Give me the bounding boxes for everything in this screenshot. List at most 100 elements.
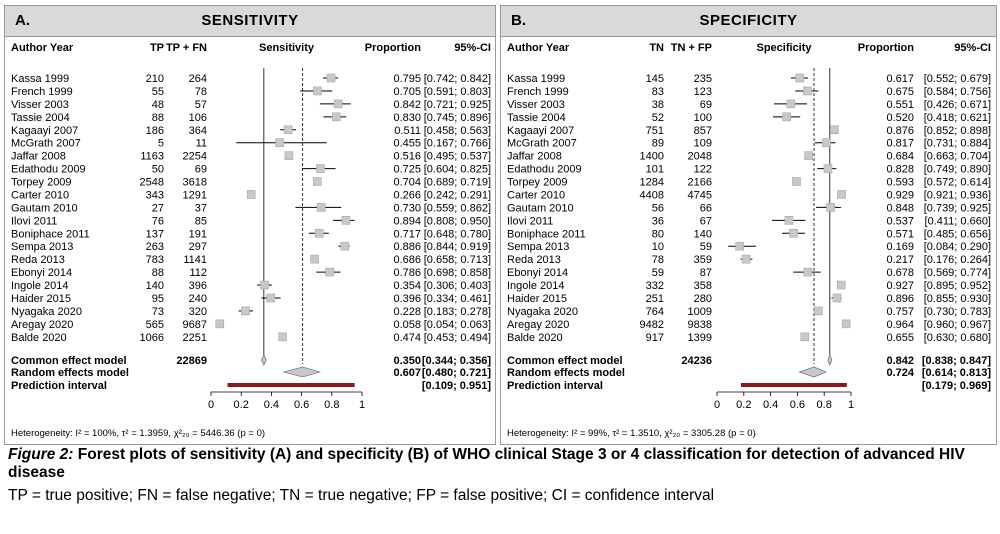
study-proportion: 0.455 (393, 138, 421, 150)
study-positives: 343 (146, 189, 164, 201)
x-axis-tick-label: 1 (359, 399, 365, 411)
panel-title: SENSITIVITY (201, 12, 299, 29)
study-positives: 137 (146, 228, 164, 240)
study-total: 297 (189, 241, 207, 253)
study-total: 320 (189, 306, 207, 318)
study-proportion: 0.511 (394, 125, 421, 137)
study-proportion: 0.551 (886, 99, 914, 111)
study-positives: 210 (146, 73, 164, 85)
common-effect-diamond (261, 354, 267, 366)
study-ci: [0.084; 0.290] (924, 241, 991, 253)
common-effect-ci: [0.838; 0.847] (922, 355, 991, 367)
study-proportion: 0.896 (886, 293, 914, 305)
study-total: 37 (195, 202, 207, 214)
study-proportion: 0.169 (886, 241, 914, 253)
study-estimate-square (823, 164, 833, 173)
study-proportion: 0.516 (393, 151, 421, 163)
study-author: Tassie 2004 (507, 112, 566, 124)
study-positives: 764 (646, 306, 664, 318)
panel-title-bar: B. SPECIFICITY (501, 6, 996, 37)
study-proportion: 0.848 (886, 202, 914, 214)
study-estimate-square (830, 125, 839, 135)
study-author: Torpey 2009 (11, 177, 72, 189)
study-positives: 78 (652, 254, 664, 266)
study-positives: 38 (652, 99, 664, 111)
study-positives: 48 (152, 99, 164, 111)
study-total: 3618 (183, 177, 207, 189)
study-total: 191 (189, 228, 207, 240)
study-ci: [0.855; 0.930] (924, 293, 991, 305)
study-ci: [0.663; 0.704] (924, 151, 991, 163)
study-author: Edathodu 2009 (507, 164, 582, 176)
study-ci: [0.591; 0.803] (424, 86, 491, 98)
study-positives: 83 (652, 86, 664, 98)
study-ci: [0.054; 0.063] (424, 319, 491, 331)
study-author: Kagaayi 2007 (507, 125, 574, 137)
study-author: Boniphace 2011 (507, 228, 586, 240)
study-estimate-square (333, 99, 343, 109)
study-ci: [0.731; 0.884] (924, 138, 991, 150)
study-positives: 95 (152, 293, 164, 305)
heterogeneity-statistics: Heterogeneity: I² = 100%, τ² = 1.3959, χ… (11, 428, 265, 439)
study-estimate-square (341, 216, 351, 225)
column-header-author: Author Year (507, 42, 570, 54)
study-author: Aregay 2020 (507, 319, 569, 331)
study-estimate-square (325, 267, 334, 277)
x-axis-tick-label: 0.2 (234, 399, 249, 411)
study-total: 11 (196, 138, 207, 150)
study-author: Torpey 2009 (507, 177, 568, 189)
study-proportion: 0.520 (886, 112, 914, 124)
study-proportion: 0.757 (886, 306, 914, 318)
study-proportion: 0.571 (886, 228, 914, 240)
prediction-interval-ci: [0.179; 0.969] (922, 380, 991, 392)
study-proportion: 0.593 (886, 177, 914, 189)
x-axis-tick-label: 0.2 (736, 399, 751, 411)
study-ci: [0.749; 0.890] (924, 164, 991, 176)
study-ci: [0.495; 0.537] (424, 151, 491, 163)
random-effects-label: Random effects model (507, 367, 625, 379)
forest-panel-sensitivity: A. SENSITIVITY Author Year TP TP + FN Sensi… (4, 5, 496, 445)
study-ci: [0.552; 0.679] (924, 73, 991, 85)
prediction-interval-bar (227, 383, 355, 387)
study-positives: 145 (646, 73, 664, 85)
study-author: Jaffar 2008 (507, 151, 562, 163)
study-proportion: 0.717 (393, 228, 421, 240)
study-positives: 9482 (640, 319, 664, 331)
study-author: Gautam 2010 (11, 202, 78, 214)
random-effects-diamond (798, 366, 827, 378)
column-header-proportion: Proportion (858, 42, 914, 54)
study-positives: 88 (152, 112, 164, 124)
study-estimate-square (316, 203, 326, 212)
common-effect-proportion: 0.350 (393, 355, 421, 367)
study-estimate-square (792, 177, 801, 186)
study-author: Balde 2020 (507, 332, 563, 344)
study-positives: 59 (652, 267, 664, 279)
study-author: Ebonyi 2014 (507, 267, 568, 279)
study-author: Ingole 2014 (11, 280, 69, 292)
study-total: 396 (189, 280, 207, 292)
study-positives: 186 (146, 125, 164, 137)
study-total: 2048 (688, 151, 712, 163)
column-header-positives: TN (649, 42, 664, 54)
study-estimate-square (246, 190, 256, 199)
study-proportion: 0.876 (886, 125, 914, 137)
panel-letter: B. (511, 12, 526, 29)
study-positives: 10 (652, 241, 664, 253)
study-ci: [0.630; 0.680] (924, 332, 991, 344)
study-ci: [0.604; 0.825] (424, 164, 491, 176)
column-header-total: TN + FP (671, 42, 712, 54)
study-positives: 55 (152, 86, 164, 98)
study-estimate-square (786, 99, 796, 109)
study-estimate-square (832, 293, 842, 303)
study-author: Sempa 2013 (11, 241, 73, 253)
abbreviation-footnote: TP = true positive; FN = false negative;… (8, 487, 715, 504)
study-positives: 56 (652, 202, 664, 214)
column-header-ci: 95%-CI (954, 42, 991, 54)
study-estimate-square (313, 86, 322, 96)
column-header-metric: Sensitivity (259, 42, 315, 54)
study-estimate-square (313, 177, 322, 186)
study-positives: 76 (152, 215, 164, 227)
study-estimate-square (784, 216, 794, 225)
study-total: 2166 (688, 177, 712, 189)
forest-plot-specificity: Author Year TN TN + FP Specificity Proportio… (507, 42, 991, 439)
